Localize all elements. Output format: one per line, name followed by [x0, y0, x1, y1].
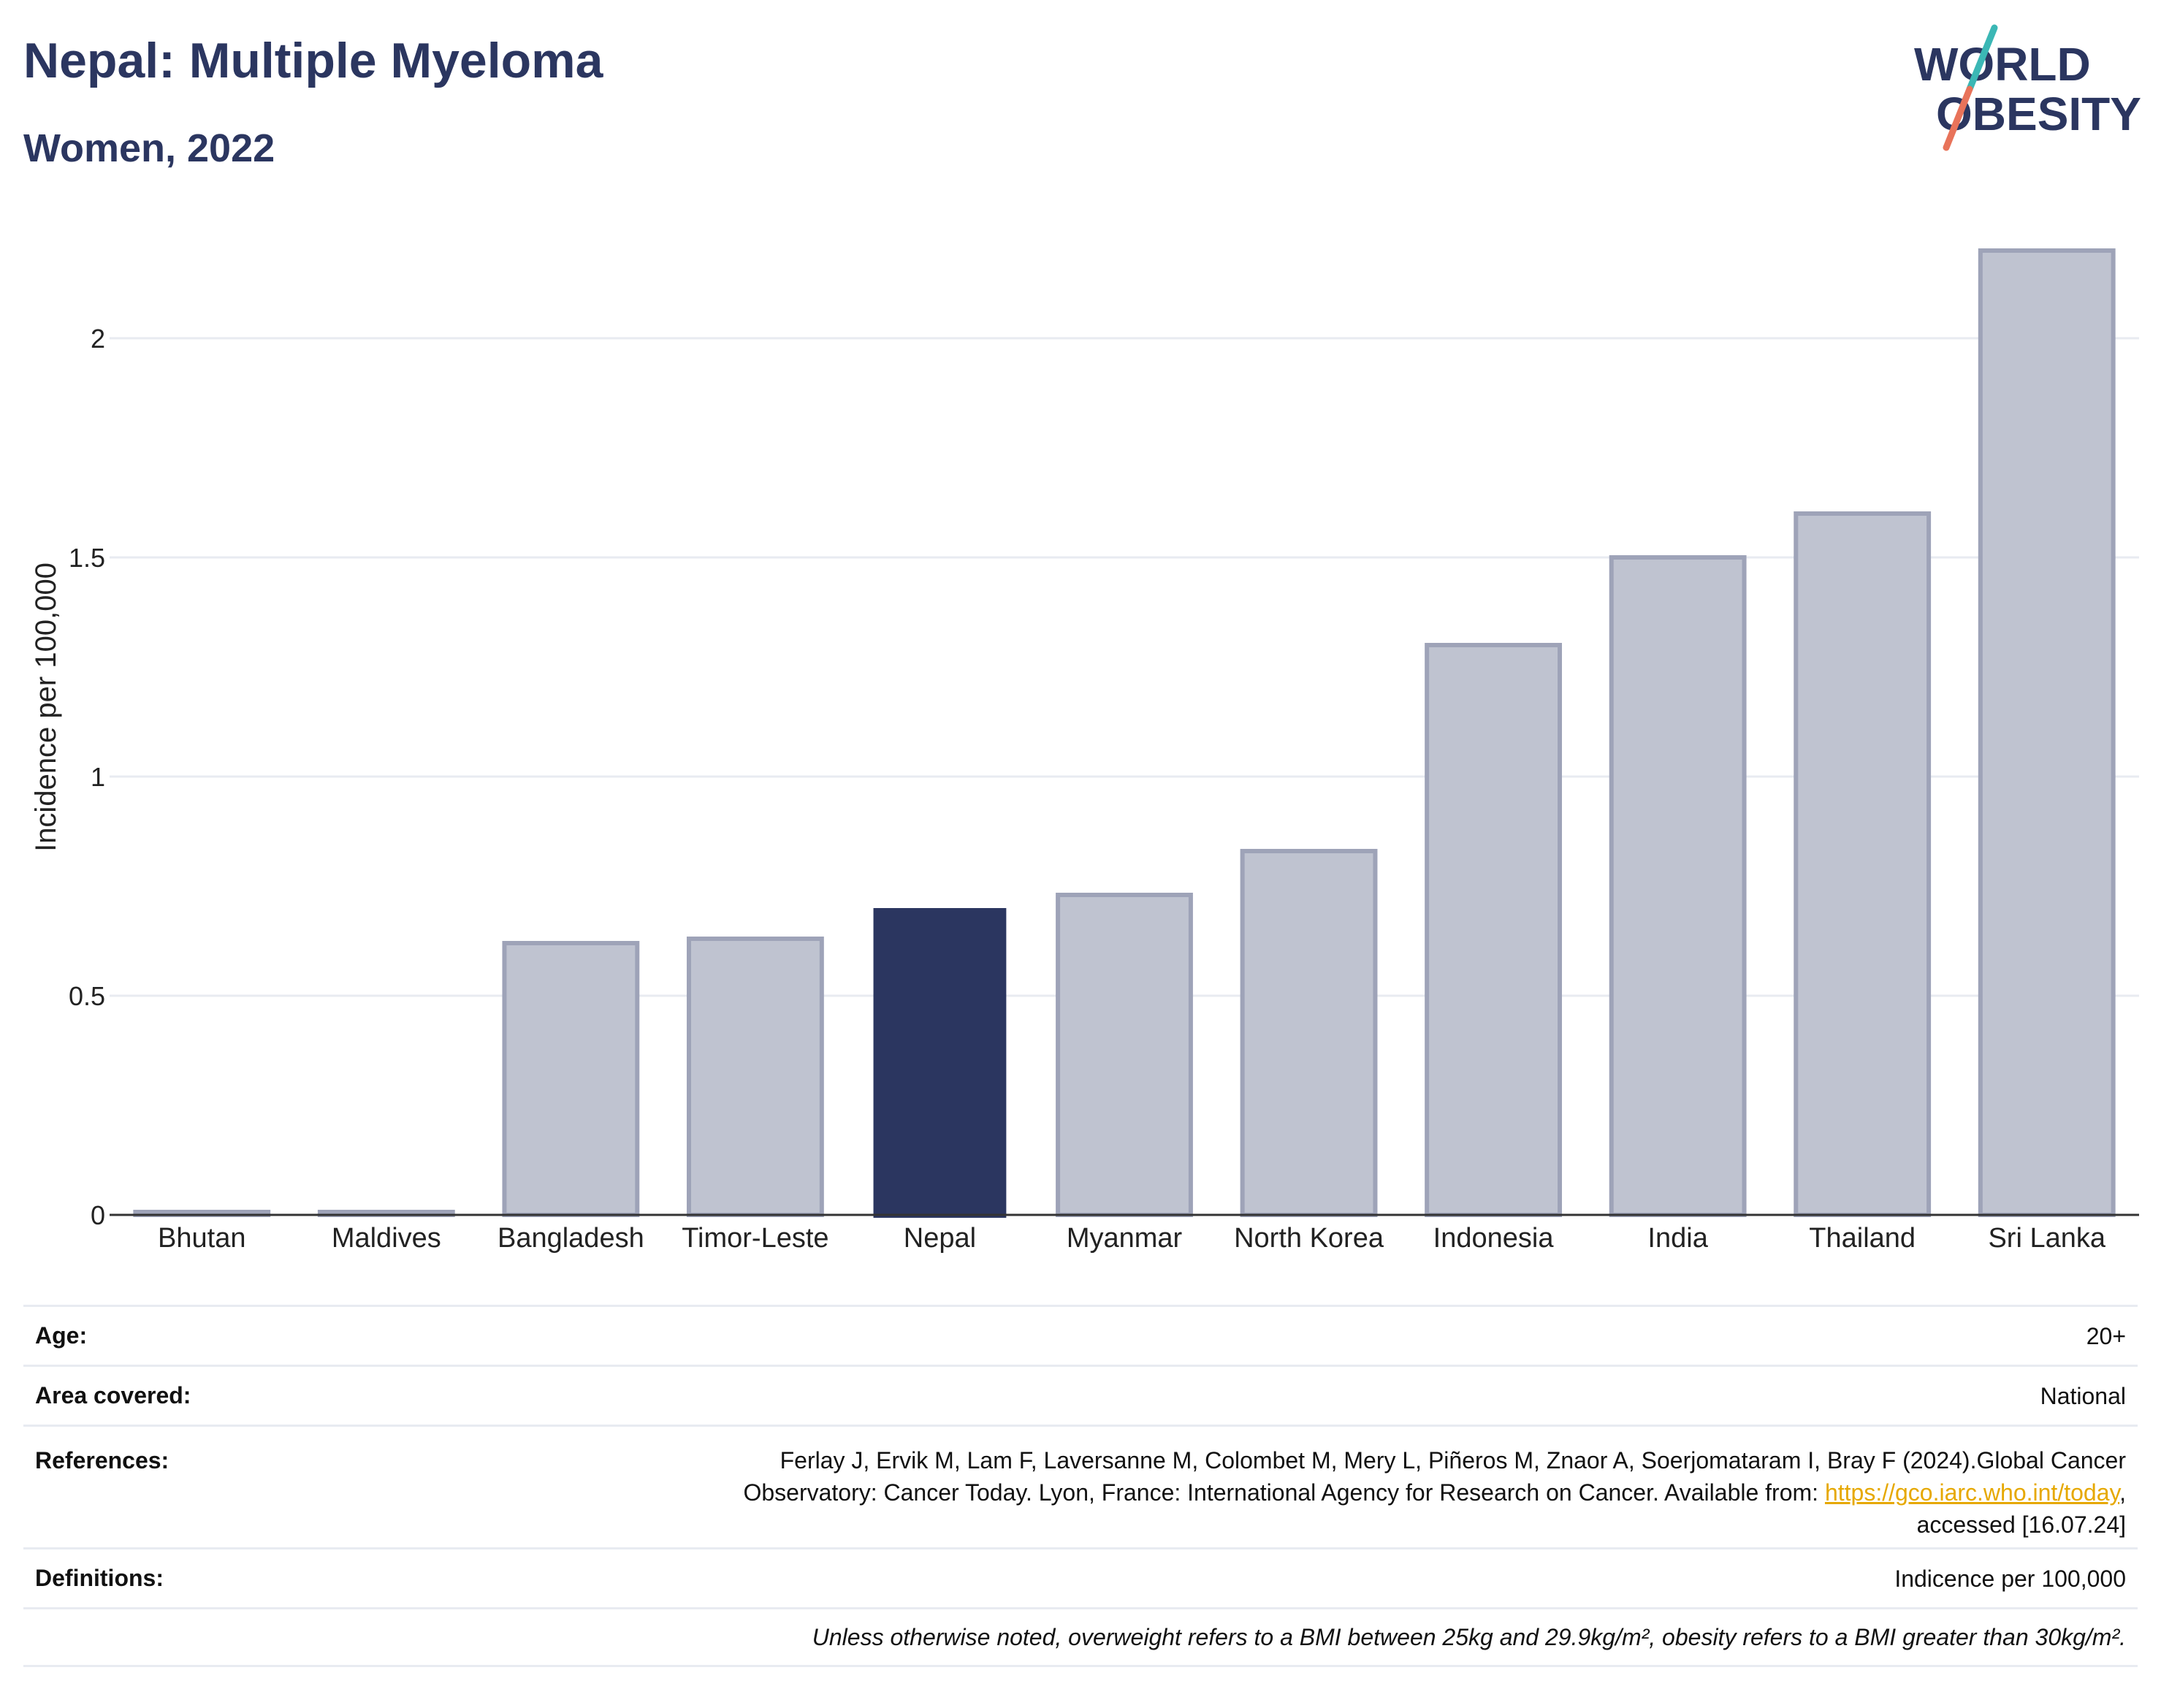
references-line-2-end: ,	[2119, 1479, 2126, 1506]
bar-nepal	[873, 908, 1007, 1218]
definitions-label: Definitions:	[35, 1565, 164, 1591]
x-tick-label: Bangladesh	[498, 1223, 644, 1254]
bars	[133, 248, 2116, 1218]
logo-slash-bottom	[1943, 85, 1973, 151]
page-title: Nepal: Multiple Myeloma	[23, 33, 603, 88]
y-tick-label: 2	[91, 324, 105, 354]
references-label: References:	[35, 1447, 169, 1473]
x-tick-label: Nepal	[904, 1223, 976, 1254]
meta-row-age: Age: 20+	[23, 1305, 2138, 1365]
area-value: National	[2040, 1382, 2126, 1409]
references-value: Ferlay J, Ervik M, Lam F, Laversanne M, …	[743, 1444, 2126, 1541]
meta-row-area: Area covered: National	[23, 1365, 2138, 1425]
meta-row-references: References: Ferlay J, Ervik M, Lam F, La…	[23, 1425, 2138, 1547]
x-tick-label: North Korea	[1234, 1223, 1384, 1254]
y-tick-label: 1.5	[69, 543, 105, 573]
meta-row-footnote: Unless otherwise noted, overweight refer…	[23, 1607, 2138, 1667]
y-tick-label: 0	[91, 1200, 105, 1230]
bar-india	[1609, 555, 1747, 1217]
footnote: Unless otherwise noted, overweight refer…	[812, 1624, 2126, 1650]
x-tick-label: Indonesia	[1433, 1223, 1555, 1254]
y-tick-label: 0.5	[69, 981, 105, 1011]
age-label: Age:	[35, 1322, 88, 1349]
bar-thailand	[1794, 511, 1932, 1217]
x-tick-label: Myanmar	[1067, 1223, 1183, 1254]
y-axis-label: Incidence per 100,000	[30, 563, 62, 852]
world-obesity-logo: WORLD OBESITY	[1914, 24, 2141, 151]
x-tick-label: Maldives	[332, 1223, 441, 1254]
meta-row-definitions: Definitions: Indicence per 100,000	[23, 1547, 2138, 1607]
bar-timor-leste	[686, 937, 824, 1217]
references-line-2-text: Observatory: Cancer Today. Lyon, France:…	[743, 1479, 1825, 1506]
bar-bangladesh	[502, 941, 640, 1217]
bar-chart: Bhutan Maldives Bangladesh Timor-Leste Nepal…	[30, 248, 2139, 1254]
age-value: 20+	[2086, 1322, 2126, 1349]
x-tick-labels: Bhutan Maldives Bangladesh Timor-Leste Nepal…	[158, 1223, 2106, 1254]
bar-indonesia	[1425, 643, 1563, 1217]
definitions-value: Indicence per 100,000	[1894, 1565, 2126, 1592]
y-tick-label: 1	[91, 762, 105, 792]
x-tick-label: India	[1647, 1223, 1708, 1254]
references-line-1: Ferlay J, Ervik M, Lam F, Laversanne M, …	[780, 1447, 2126, 1473]
bar-myanmar	[1056, 893, 1193, 1217]
bar-sri-lanka	[1978, 248, 2116, 1217]
area-label: Area covered:	[35, 1382, 191, 1408]
references-link[interactable]: https://gco.iarc.who.int/today	[1824, 1479, 2120, 1506]
bar-north-korea	[1240, 849, 1378, 1217]
x-tick-label: Timor-Leste	[682, 1223, 828, 1254]
logo-slash-top	[1966, 24, 1998, 93]
references-line-2: Observatory: Cancer Today. Lyon, France:…	[743, 1476, 2126, 1509]
x-tick-label: Sri Lanka	[1988, 1223, 2105, 1254]
metadata-table: Age: 20+ Area covered: National Referenc…	[23, 1305, 2138, 1667]
x-tick-label: Bhutan	[158, 1223, 245, 1254]
logo-text-top: WORLD	[1914, 38, 2091, 91]
page-subtitle: Women, 2022	[23, 126, 275, 170]
x-tick-label: Thailand	[1809, 1223, 1916, 1254]
y-tick-labels: 0 0.5 1 1.5 2	[69, 324, 105, 1230]
references-line-3: accessed [16.07.24]	[1916, 1511, 2126, 1538]
